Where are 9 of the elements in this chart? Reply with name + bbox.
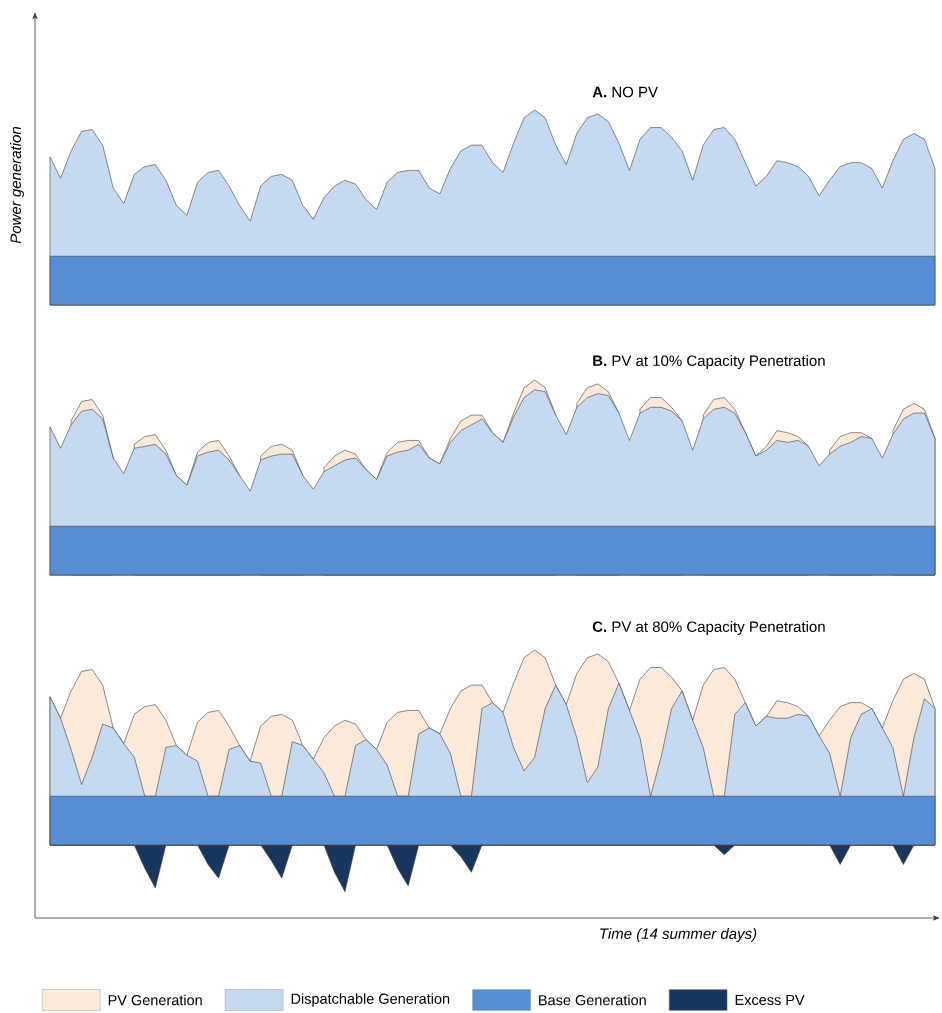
chart-title: C. PV at 80% Capacity Penetration (592, 621, 825, 635)
legend-label: PV Generation (108, 994, 202, 1006)
x-axis-title: Time (14 summer days) (600, 928, 757, 942)
legend-label: Excess PV (735, 994, 805, 1006)
legend-label: Base Generation (539, 994, 646, 1006)
legend-label: Dispatchable Generation (291, 993, 450, 1007)
chart-title: A. NO PV (592, 86, 658, 98)
chart-title: B. PV at 10% Capacity Penetration (593, 355, 825, 369)
y-axis-title: Power generation (10, 126, 24, 244)
